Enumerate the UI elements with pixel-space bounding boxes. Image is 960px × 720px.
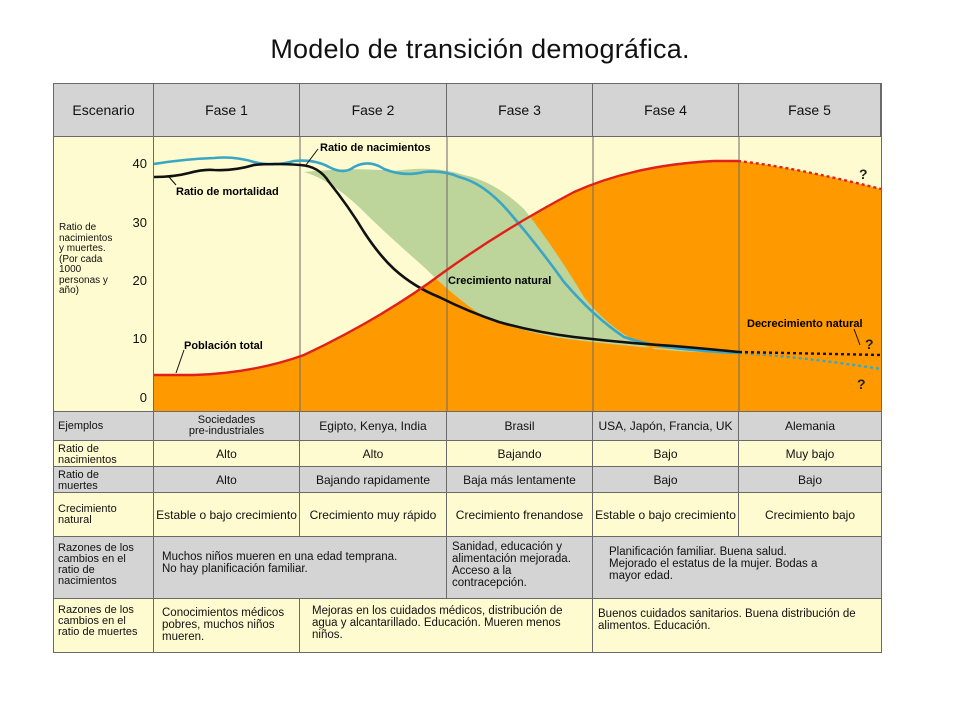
y-tick-40: 40 [132, 156, 147, 171]
death-reasons-phase-1: Conocimientos médicos pobres, muchos niñ… [154, 599, 300, 652]
phase-header-4: Fase 4 [593, 84, 739, 137]
phase-header-2: Fase 2 [300, 84, 447, 137]
population-line-projection [737, 159, 881, 191]
birth-reasons-phases-1-2: Muchos niños mueren en una edad temprana… [154, 537, 447, 599]
natural-growth-phase-3: Crecimiento frenandose [447, 493, 593, 537]
death-rate-phase-3: Baja más lentamente [447, 467, 593, 493]
birth-rate-phase-4: Bajo [593, 441, 739, 467]
examples-phase-2: Egipto, Kenya, India [300, 412, 447, 441]
annotation-population: Población total [184, 340, 263, 352]
transition-table: Escenario Fase 1 Fase 2 Fase 3 Fase 4 Fa… [53, 83, 882, 653]
natural-growth-area [304, 168, 739, 353]
header-corner: Escenario [54, 84, 154, 137]
death-reasons-phases-4-5: Buenos cuidados sanitarios. Buena distri… [593, 599, 881, 652]
examples-phase-3: Brasil [447, 412, 593, 441]
row-label-birth-reasons: Razones de los cambios en el ratio de na… [54, 537, 154, 599]
y-tick-20: 20 [132, 273, 147, 288]
question-mark-bottom: ? [857, 376, 866, 392]
row-label-death-reasons: Razones de los cambios en el ratio de mu… [54, 599, 154, 652]
death-rate-phase-1: Alto [154, 467, 300, 493]
row-label-birth-rate: Ratio de nacimientos [54, 441, 154, 467]
phase-header-3: Fase 3 [447, 84, 593, 137]
annotation-natural-decrease: Decrecimiento natural [747, 318, 863, 330]
birth-rate-phase-1: Alto [154, 441, 300, 467]
question-mark-top: ? [859, 166, 868, 182]
births-line-projection [738, 351, 881, 371]
birth-rate-phase-5: Muy bajo [739, 441, 881, 467]
annotation-deaths: Ratio de mortalidad [176, 186, 279, 198]
examples-phase-5: Alemania [739, 412, 881, 441]
birth-reasons-phases-4-5: Planificación familiar. Buena salud. Mej… [593, 537, 881, 599]
y-tick-30: 30 [132, 215, 147, 230]
question-mark-middle: ? [865, 336, 874, 352]
annotation-births: Ratio de nacimientos [320, 142, 431, 154]
row-label-death-rate: Ratio de muertes [54, 467, 154, 493]
death-rate-phase-5: Bajo [739, 467, 881, 493]
population-line [154, 159, 738, 377]
examples-phase-1: Sociedades pre-industriales [154, 412, 300, 441]
examples-phase-4: USA, Japón, Francia, UK [593, 412, 739, 441]
page-title: Modelo de transición demográfica. [270, 34, 690, 64]
row-label-natural-growth: Crecimiento natural [54, 493, 154, 537]
y-axis-label: Ratio de nacimientos y muertes. (Por cad… [59, 222, 113, 296]
demographic-chart: Ratio de nacimientos Ratio de mortalidad… [154, 137, 881, 411]
natural-growth-phase-5: Crecimiento bajo [739, 493, 881, 537]
natural-growth-phase-1: Estable o bajo crecimiento [154, 493, 300, 537]
phase-header-1: Fase 1 [154, 84, 300, 137]
birth-rate-phase-2: Alto [300, 441, 447, 467]
chart-label-column: Ratio de nacimientos y muertes. (Por cad… [54, 137, 154, 412]
natural-growth-phase-2: Crecimiento muy rápido [300, 493, 447, 537]
natural-growth-phase-4: Estable o bajo crecimiento [593, 493, 739, 537]
y-tick-10: 10 [132, 331, 147, 346]
birth-rate-phase-3: Bajando [447, 441, 593, 467]
annotation-natural-growth: Crecimiento natural [448, 275, 551, 287]
birth-reasons-phase-3: Sanidad, educación y alimentación mejora… [447, 537, 593, 599]
row-label-examples: Ejemplos [54, 412, 154, 441]
death-reasons-phases-2-3: Mejoras en los cuidados médicos, distrib… [300, 599, 593, 652]
chart-area: Ratio de nacimientos Ratio de mortalidad… [154, 137, 881, 412]
y-tick-0: 0 [139, 390, 147, 405]
deaths-line [154, 162, 740, 354]
death-rate-phase-4: Bajo [593, 467, 739, 493]
phase-header-5: Fase 5 [739, 84, 881, 137]
death-rate-phase-2: Bajando rapidamente [300, 467, 447, 493]
